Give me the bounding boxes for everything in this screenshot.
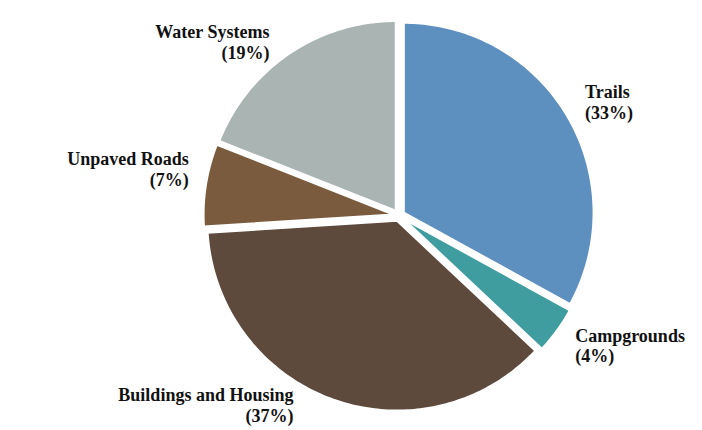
svg-text:Campgrounds(4%): Campgrounds(4%)	[575, 326, 685, 368]
svg-text:Buildings and Housing(37%): Buildings and Housing(37%)	[118, 385, 293, 427]
svg-text:Water Systems(19%): Water Systems(19%)	[155, 22, 269, 64]
svg-text:Unpaved Roads(7%): Unpaved Roads(7%)	[67, 149, 189, 191]
svg-text:Trails(33%): Trails(33%)	[585, 82, 633, 124]
